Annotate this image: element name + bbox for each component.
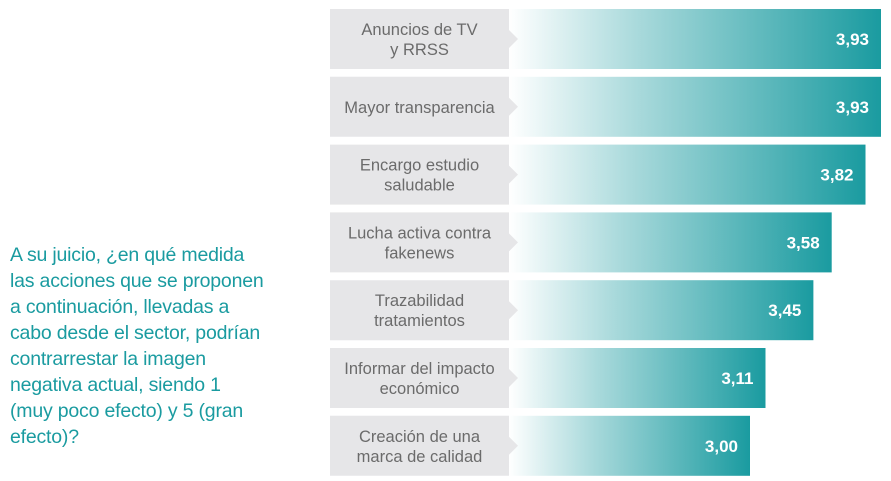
chart-row: Mayor transparencia 3,93: [330, 76, 881, 137]
question-line: a continuación, llevadas a: [10, 296, 230, 318]
category-label: Trazabilidad: [375, 292, 464, 310]
question-line: contrarrestar la imagen: [10, 348, 206, 370]
bar: [509, 280, 814, 341]
chart-row: Lucha activa contra fakenews 3,58: [330, 212, 832, 273]
question-text: A su juicio, ¿en qué medida las acciones…: [10, 242, 310, 450]
bar: [509, 415, 750, 476]
category-label-box: [330, 280, 518, 341]
category-label-box: [330, 76, 518, 137]
chart-row: Anuncios de TV y RRSS 3,93: [330, 9, 881, 69]
question-line: las acciones que se proponen: [10, 270, 264, 292]
category-label: marca de calidad: [357, 448, 483, 466]
value-label: 3,82: [820, 166, 853, 185]
category-label-arrow: [509, 436, 518, 455]
bar: [509, 76, 881, 137]
category-label: saludable: [384, 177, 455, 195]
chart-row: Trazabilidad tratamientos 3,45: [330, 280, 814, 341]
value-label: 3,45: [768, 301, 801, 320]
category-label: Anuncios de TV: [361, 21, 477, 39]
category-label: Informar del impacto: [344, 360, 494, 378]
value-label: 3,93: [836, 98, 869, 117]
question-line: (muy poco efecto) y 5 (gran: [10, 400, 244, 422]
category-label-arrow: [509, 165, 518, 184]
value-label: 3,00: [705, 437, 738, 456]
category-label-arrow: [509, 369, 518, 387]
category-label-box: [330, 415, 518, 476]
category-label: Lucha activa contra: [348, 224, 492, 242]
category-label-box: [330, 212, 518, 273]
category-label-arrow: [509, 30, 518, 48]
category-label: económico: [380, 380, 460, 398]
question-line: cabo desde el sector, podrían: [10, 322, 261, 344]
category-label-box: [330, 144, 518, 205]
category-label-box: [330, 9, 518, 69]
bar: [509, 348, 766, 408]
category-label-arrow: [509, 301, 518, 320]
value-label: 3,11: [721, 369, 753, 388]
bar: [509, 212, 832, 273]
category-label: Encargo estudio: [360, 157, 479, 175]
category-label-arrow: [509, 97, 518, 116]
category-label: Creación de una: [359, 428, 481, 446]
question-line: negativa actual, siendo 1: [10, 374, 221, 396]
category-label: y RRSS: [390, 41, 449, 59]
chart-row: Informar del impacto económico 3,11: [330, 348, 766, 408]
category-label-arrow: [509, 233, 518, 252]
bar: [509, 9, 881, 69]
question-line: efecto)?: [10, 426, 79, 448]
category-label-box: [330, 348, 518, 408]
category-label: tratamientos: [374, 312, 465, 330]
category-label: fakenews: [385, 244, 455, 262]
category-label: Mayor transparencia: [344, 99, 495, 117]
chart-row: Creación de una marca de calidad 3,00: [330, 415, 750, 476]
chart-row: Encargo estudio saludable 3,82: [330, 144, 866, 205]
value-label: 3,58: [787, 233, 820, 252]
bar: [509, 144, 866, 205]
value-label: 3,93: [836, 30, 869, 49]
question-line: A su juicio, ¿en qué medida: [10, 244, 245, 266]
